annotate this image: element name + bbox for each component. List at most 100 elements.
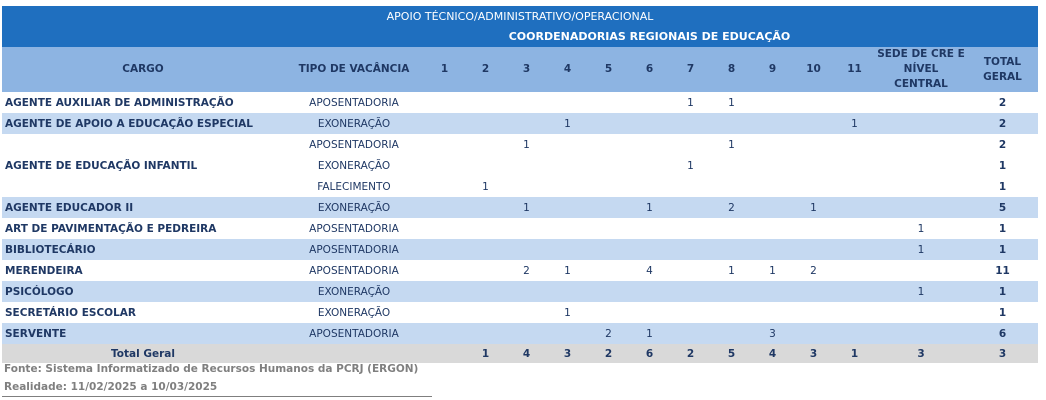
value-cell: [834, 218, 875, 239]
value-cell: [834, 302, 875, 323]
value-cell: [465, 302, 506, 323]
value-cell: [670, 281, 711, 302]
value-cell: [588, 155, 629, 176]
table-row: AGENTE DE EDUCAÇÃO INFANTIL APOSENTADORIA…: [2, 134, 1038, 197]
value-cell: 2: [711, 197, 752, 218]
value-cell: [834, 323, 875, 344]
value-cell: [875, 260, 967, 281]
column-header: 10: [793, 47, 834, 92]
value-cell: [711, 239, 752, 260]
column-header: 2: [465, 47, 506, 92]
row-total-cell: 2: [998, 96, 1007, 109]
value-cell: 1: [793, 197, 834, 218]
value-cell: [670, 176, 711, 197]
value-cell: 1: [728, 96, 735, 109]
value-cell: [506, 302, 547, 323]
value-cell: [629, 302, 670, 323]
cargo-cell: AGENTE DE APOIO A EDUCAÇÃO ESPECIAL: [2, 113, 284, 134]
vacancy-type-cell: APOSENTADORIA: [284, 323, 424, 344]
value-cell: [506, 92, 547, 113]
value-cell: [465, 218, 506, 239]
value-cell: [547, 239, 588, 260]
row-total-cell: 1: [967, 239, 1039, 260]
column-header: SEDE DE CRE E NÍVEL CENTRAL: [875, 47, 967, 92]
value-cell: [588, 260, 629, 281]
value-cell: 2: [810, 264, 817, 277]
value-cell: [465, 155, 506, 176]
column-header: 8: [711, 47, 752, 92]
value-cell: 1: [769, 264, 776, 277]
value-cell: [793, 281, 834, 302]
value-cell: 1: [834, 113, 875, 134]
value-cell: [793, 92, 834, 113]
value-cell: [547, 155, 588, 176]
value-cell: [465, 113, 506, 134]
value-cell: [465, 281, 506, 302]
value-cell: [752, 197, 793, 218]
column-total-cell: 3: [547, 344, 588, 363]
value-cell: [793, 239, 834, 260]
cargo-cell: AGENTE DE EDUCAÇÃO INFANTIL: [2, 134, 284, 197]
row-total-cell: 1: [998, 306, 1007, 319]
value-cell: 1: [506, 197, 547, 218]
row-total-cell: 5: [967, 197, 1039, 218]
vacancy-type-cell: EXONERAÇÃO: [284, 197, 424, 218]
cargo-cell: BIBLIOTECÁRIO: [2, 239, 284, 260]
value-cell: [875, 113, 967, 134]
table-row: ART DE PAVIMENTAÇÃO E PEDREIRA APOSENTADO…: [2, 218, 1038, 239]
value-cell: [670, 260, 711, 281]
value-cell: [424, 218, 465, 239]
total-row: Total Geral14326254313334: [2, 344, 1039, 363]
value-cell: [588, 134, 629, 155]
value-cell: [465, 197, 506, 218]
value-cell: [424, 239, 465, 260]
column-header: CARGO: [2, 47, 284, 92]
table-row: PSICÓLOGO EXONERAÇÃO 1 1: [2, 281, 1039, 302]
value-cell: [424, 197, 465, 218]
value-cell: [711, 155, 752, 176]
value-cell: [506, 281, 547, 302]
value-cell: [547, 197, 588, 218]
value-cell: 3: [752, 323, 793, 344]
vacancy-type-cell: EXONERAÇÃO: [317, 159, 391, 172]
value-cell: 1: [564, 306, 571, 319]
footer-divider: [2, 396, 432, 397]
value-cell: [424, 323, 465, 344]
vacancy-type-cell: APOSENTADORIA: [309, 264, 399, 277]
value-cell: [711, 176, 752, 197]
value-cell: [834, 155, 875, 176]
row-total-cell: 1: [967, 281, 1039, 302]
value-cell: [424, 260, 465, 281]
cargo-cell: SECRETÁRIO ESCOLAR: [2, 302, 284, 323]
vacancy-type-cell: APOSENTADORIA: [309, 222, 399, 235]
value-cell: [465, 323, 506, 344]
table-row: AGENTE EDUCADOR II EXONERAÇÃO 1 1 2 1 5: [2, 197, 1039, 218]
value-cell: 1: [547, 113, 588, 134]
column-total-cell: 3: [875, 344, 967, 363]
value-cell: [875, 134, 967, 155]
cargo-cell: AGENTE AUXILIAR DE ADMINISTRAÇÃO: [2, 92, 284, 113]
column-total-cell: 2: [588, 344, 629, 363]
value-cell: [793, 323, 834, 344]
value-cell: 1: [917, 222, 925, 235]
value-cell: [547, 92, 588, 113]
value-cell: [834, 134, 875, 155]
table-footer: Fonte: Sistema Informatizado de Recursos…: [4, 360, 418, 396]
cargo-cell: MERENDEIRA: [2, 260, 284, 281]
value-cell: [834, 239, 875, 260]
value-cell: [424, 176, 465, 197]
value-cell: [834, 92, 875, 113]
value-cell: [547, 323, 588, 344]
column-header: 5: [588, 47, 629, 92]
value-cell: [793, 155, 834, 176]
table-subtitle: COORDENADORIAS REGIONAIS DE EDUCAÇÃO: [424, 26, 875, 47]
value-cell: [752, 302, 793, 323]
column-total-cell: 5: [711, 344, 752, 363]
row-total-cell: 6: [967, 323, 1039, 344]
value-cell: [711, 113, 752, 134]
value-cell: [875, 302, 967, 323]
value-cell: [424, 302, 465, 323]
value-cell: [629, 92, 670, 113]
value-cell: [424, 113, 465, 134]
table-row: SECRETÁRIO ESCOLAR EXONERAÇÃO 1 1: [2, 302, 1038, 323]
